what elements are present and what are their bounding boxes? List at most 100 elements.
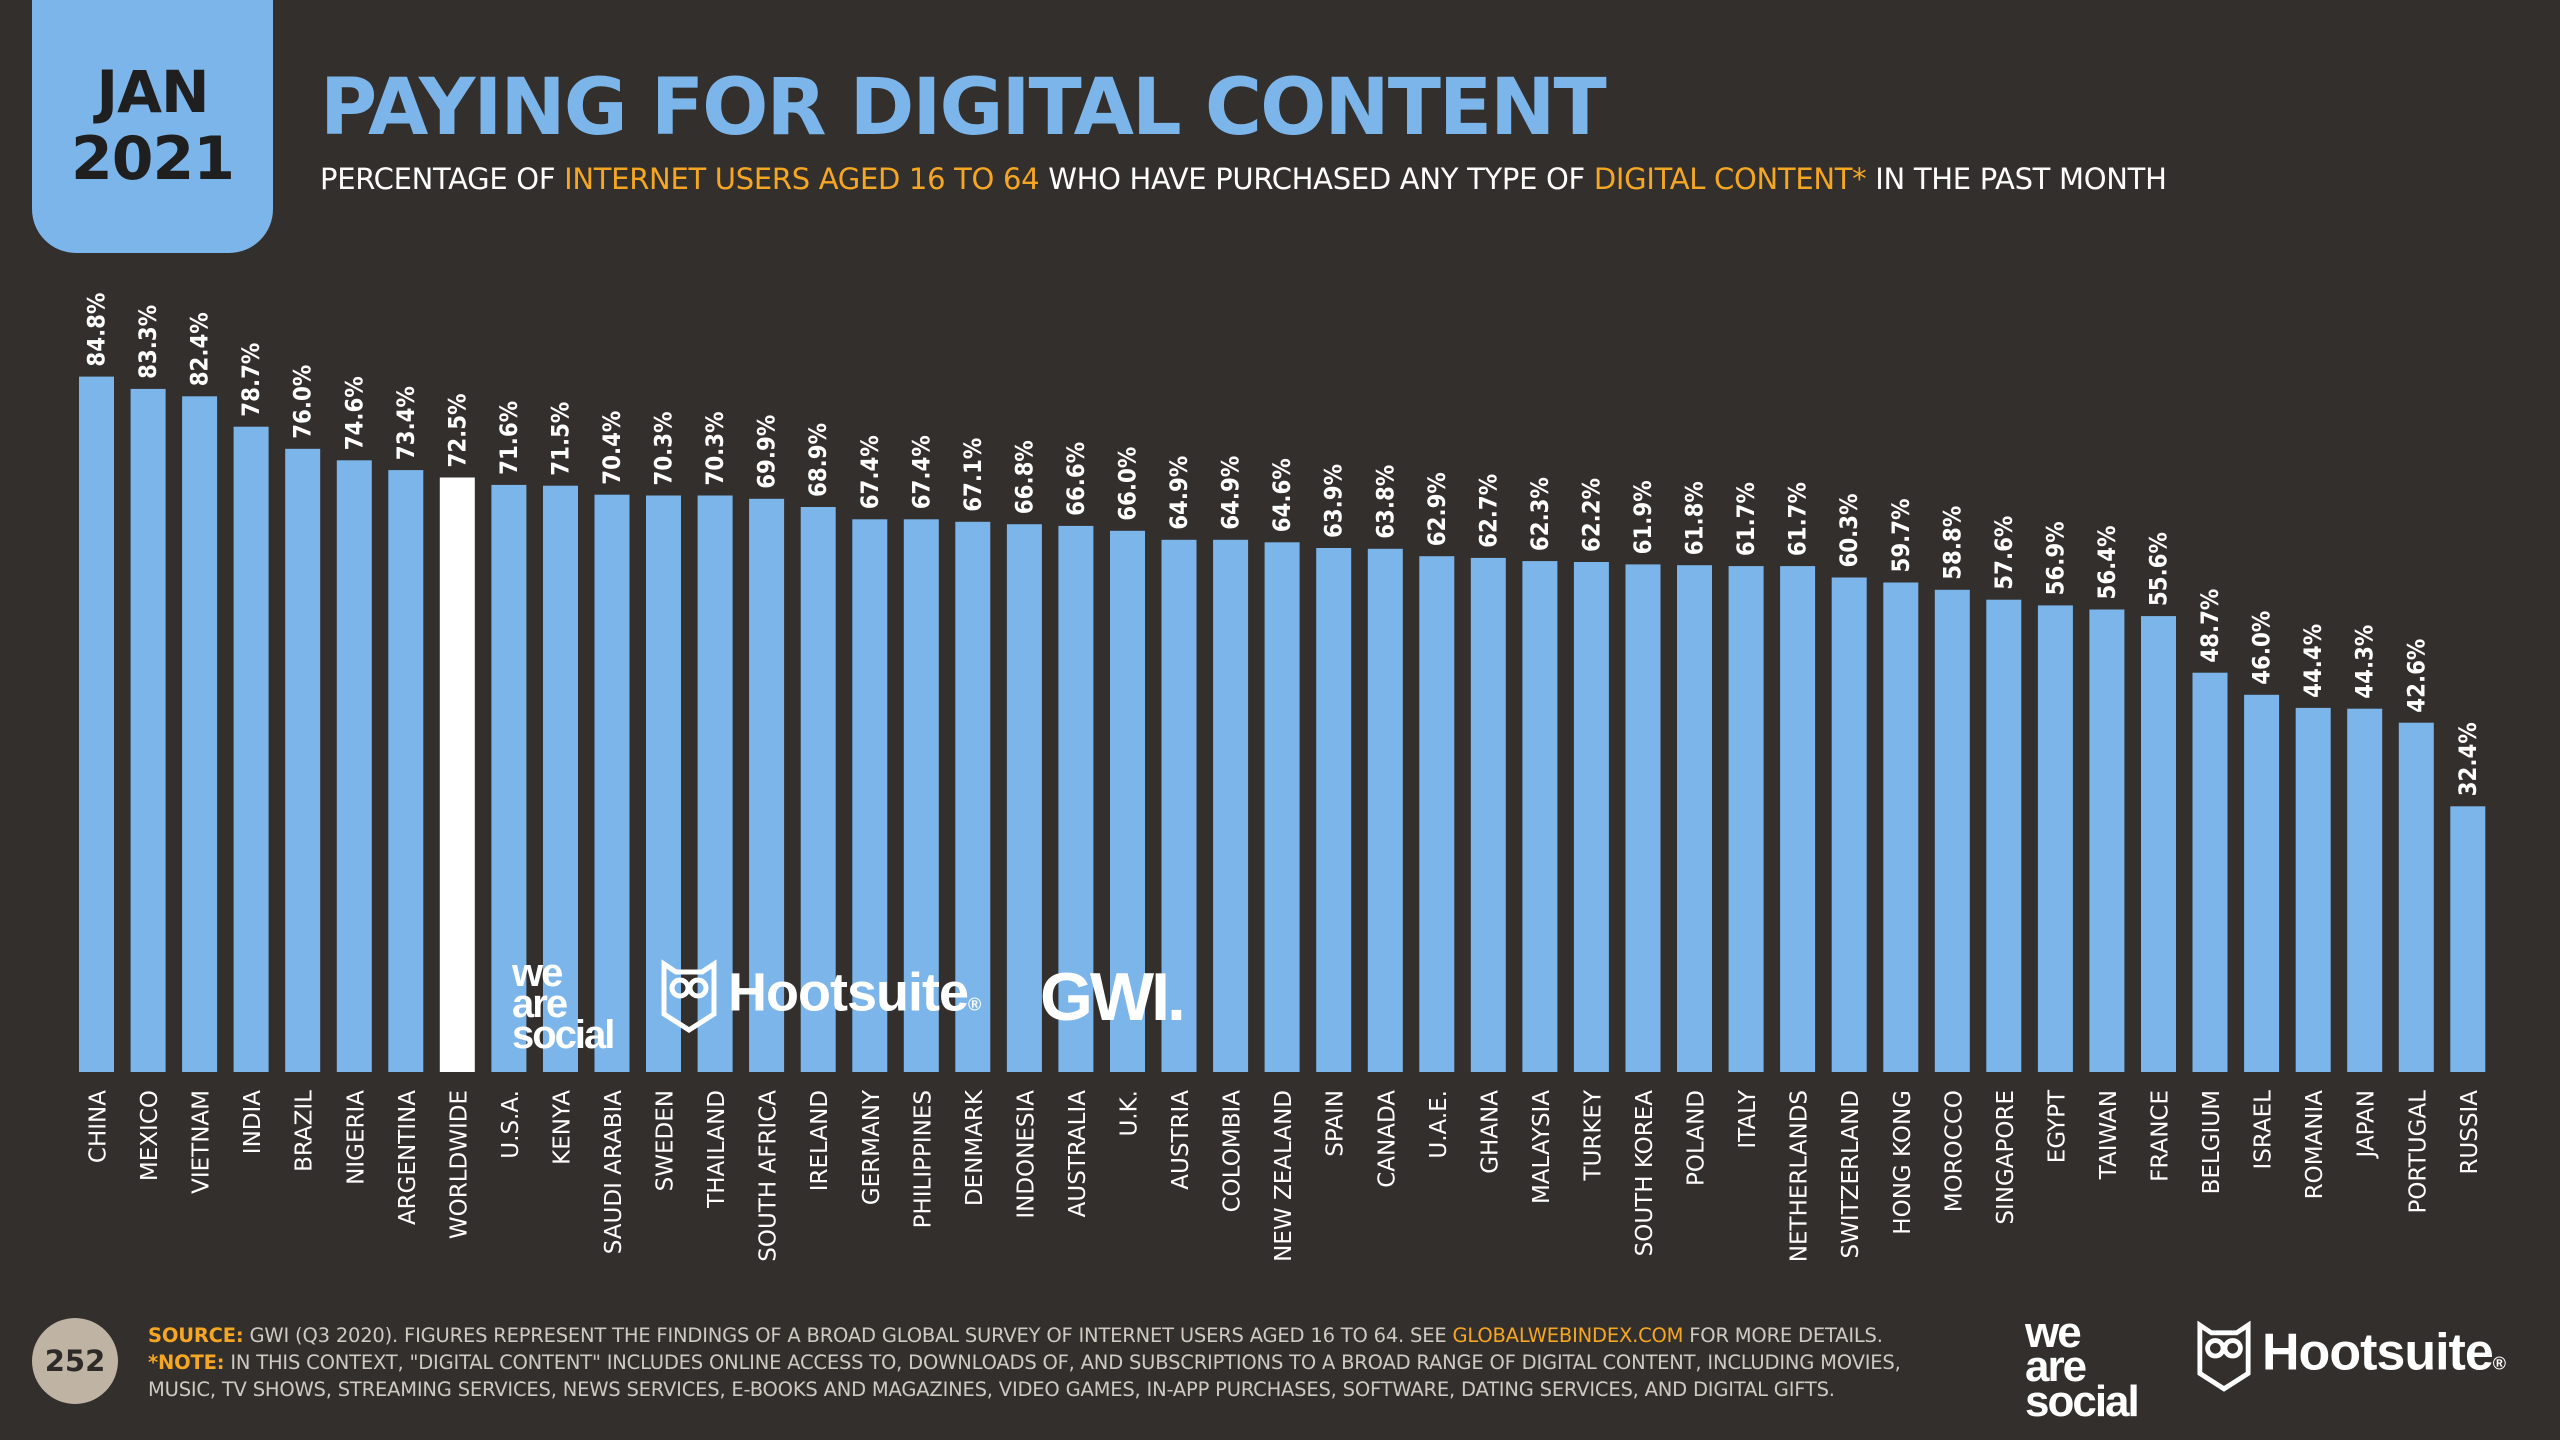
value-label: 71.6% xyxy=(495,401,523,475)
category-label: ROMANIA xyxy=(2302,1090,2328,1200)
bar-turkey xyxy=(1573,562,1609,1072)
note-label: *NOTE: xyxy=(148,1351,225,1374)
subtitle-part-1: PERCENTAGE OF xyxy=(320,162,565,196)
bar-romania xyxy=(2295,707,2331,1072)
bar-france xyxy=(2141,616,2176,1072)
category-label: KENYA xyxy=(550,1090,576,1165)
category-label: BELGIUM xyxy=(2199,1090,2225,1194)
value-label: 66.8% xyxy=(1010,440,1038,514)
category-label: SAUDI ARABIA xyxy=(601,1090,627,1254)
bar-vietnam xyxy=(182,396,218,1072)
value-label: 70.3% xyxy=(650,412,678,486)
date-badge: JAN 2021 xyxy=(32,0,273,253)
value-label: 56.9% xyxy=(2041,521,2069,595)
category-label: AUSTRIA xyxy=(1168,1090,1194,1190)
we-are-social-logo-footer: we are social xyxy=(2025,1310,2140,1426)
we-are-social-logo-chart: we are social xyxy=(512,951,615,1058)
we-are-social-logo-social: social xyxy=(512,1013,615,1058)
bar-ireland xyxy=(800,507,836,1072)
value-label: 42.6% xyxy=(2402,639,2430,713)
category-label: SOUTH AFRICA xyxy=(756,1090,782,1262)
bar-spain xyxy=(1316,548,1352,1072)
category-label: PORTUGAL xyxy=(2405,1090,2431,1214)
value-label: 62.3% xyxy=(1526,477,1554,551)
source-line: SOURCE: GWI (Q3 2020). FIGURES REPRESENT… xyxy=(148,1322,1938,1349)
value-label: 70.3% xyxy=(701,412,729,486)
note-line: *NOTE: IN THIS CONTEXT, "DIGITAL CONTENT… xyxy=(148,1349,1938,1403)
bar-egypt xyxy=(2037,605,2073,1072)
value-label: 61.9% xyxy=(1629,480,1657,554)
category-label: MALAYSIA xyxy=(1529,1090,1555,1204)
value-label: 58.8% xyxy=(1938,506,1966,580)
category-label: INDONESIA xyxy=(1013,1090,1039,1219)
value-label: 62.2% xyxy=(1577,478,1605,552)
value-label: 73.4% xyxy=(392,386,420,460)
footer-registered-mark: ® xyxy=(2492,1353,2506,1374)
value-label: 55.6% xyxy=(2145,532,2173,606)
value-label: 63.9% xyxy=(1320,464,1348,538)
category-label: ITALY xyxy=(1735,1089,1761,1149)
bar-argentina xyxy=(388,470,424,1073)
footer-hootsuite-wordmark: Hootsuite xyxy=(2262,1323,2494,1382)
category-label: AUSTRALIA xyxy=(1065,1090,1091,1218)
category-label: U.A.E. xyxy=(1426,1090,1452,1159)
category-label: ISRAEL xyxy=(2251,1090,2277,1170)
category-label: TAIWAN xyxy=(2096,1090,2122,1180)
category-label: GHANA xyxy=(1477,1090,1503,1174)
value-label: 46.0% xyxy=(2248,611,2276,685)
value-label: 56.4% xyxy=(2093,526,2121,600)
value-label: 62.7% xyxy=(1474,474,1502,548)
category-label: DENMARK xyxy=(962,1089,988,1206)
bar-kenya xyxy=(543,485,578,1072)
bar-brazil xyxy=(285,448,321,1072)
category-label: NIGERIA xyxy=(343,1090,369,1185)
bar-new-zealand xyxy=(1264,542,1300,1072)
value-label: 48.7% xyxy=(2196,589,2224,663)
bar-singapore xyxy=(1986,599,2022,1072)
value-label: 66.6% xyxy=(1062,442,1090,516)
bar-south-korea xyxy=(1625,564,1661,1072)
category-label: NETHERLANDS xyxy=(1787,1090,1813,1262)
we-are-social-logo-we: we xyxy=(512,951,563,995)
bar-ghana xyxy=(1470,557,1506,1072)
footer-logo-social: social xyxy=(2025,1376,2140,1426)
category-label: U.K. xyxy=(1117,1090,1143,1137)
value-label: 69.9% xyxy=(753,415,781,489)
bar-netherlands xyxy=(1780,566,1816,1072)
category-label: CANADA xyxy=(1374,1090,1400,1188)
page-title: PAYING FOR DIGITAL CONTENT xyxy=(320,63,1607,153)
source-end: FOR MORE DETAILS. xyxy=(1683,1324,1883,1347)
value-label: 44.4% xyxy=(2299,624,2327,698)
badge-year: 2021 xyxy=(71,123,235,194)
bar-colombia xyxy=(1213,539,1249,1072)
category-label: SINGAPORE xyxy=(1993,1090,2019,1225)
category-label: RUSSIA xyxy=(2457,1090,2483,1175)
value-label: 67.1% xyxy=(959,438,987,512)
chart-subtitle: PERCENTAGE OF INTERNET USERS AGED 16 TO … xyxy=(320,162,2167,196)
bar-mexico xyxy=(130,388,166,1072)
value-label: 63.8% xyxy=(1371,465,1399,539)
bar-south-africa xyxy=(749,498,785,1072)
value-label: 61.7% xyxy=(1784,482,1812,556)
category-label: MOROCCO xyxy=(1941,1090,1967,1212)
value-label: 67.4% xyxy=(907,435,935,509)
subtitle-part-3: IN THE PAST MONTH xyxy=(1866,162,2167,196)
bar-nigeria xyxy=(336,460,372,1072)
bar-indonesia xyxy=(1006,524,1042,1072)
value-label: 71.5% xyxy=(547,402,575,476)
bar-belgium xyxy=(2192,672,2228,1072)
we-are-social-logo-are: are xyxy=(512,982,568,1027)
source-text: GWI (Q3 2020). FIGURES REPRESENT THE FIN… xyxy=(243,1324,1453,1347)
value-label: 59.7% xyxy=(1887,499,1915,573)
owl-icon xyxy=(2197,1320,2251,1392)
value-label: 68.9% xyxy=(804,423,832,497)
bar-hong-kong xyxy=(1883,582,1919,1072)
bar-india xyxy=(233,426,269,1072)
value-label: 72.5% xyxy=(443,394,471,468)
bar-italy xyxy=(1728,566,1764,1072)
source-link[interactable]: GLOBALWEBINDEX.COM xyxy=(1452,1324,1684,1347)
source-label: SOURCE: xyxy=(148,1324,244,1347)
category-label: SOUTH KOREA xyxy=(1632,1090,1658,1257)
category-label: THAILAND xyxy=(704,1090,730,1209)
value-label: 74.6% xyxy=(340,376,368,450)
